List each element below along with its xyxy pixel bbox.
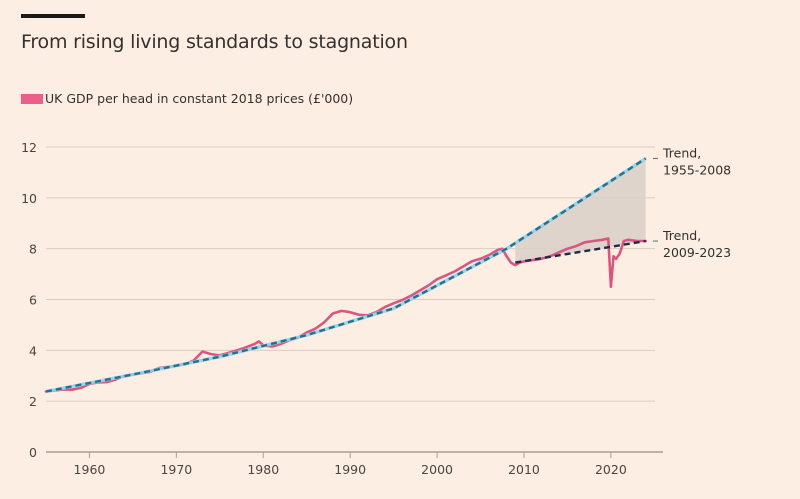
legend-swatch-gdp bbox=[21, 93, 43, 104]
y-axis-ticks: 0 2 4 6 8 10 12 bbox=[21, 140, 37, 460]
ft-header-rule bbox=[21, 14, 85, 18]
y-tick-label: 8 bbox=[29, 242, 37, 257]
y-tick-label: 12 bbox=[21, 140, 37, 155]
y-tick-label: 10 bbox=[21, 191, 37, 206]
gridlines bbox=[46, 146, 655, 402]
x-tick-label: 1980 bbox=[247, 462, 279, 477]
annotation-label-line2: 2009-2023 bbox=[663, 245, 731, 260]
series-line-gdp-per-head bbox=[44, 237, 647, 393]
series-line-trend-1955-2008-glow bbox=[45, 156, 647, 394]
chart-title: From rising living standards to stagnati… bbox=[21, 31, 408, 53]
y-tick-label: 6 bbox=[29, 293, 37, 308]
x-tick-label: 2010 bbox=[508, 462, 540, 477]
legend-label-gdp: UK GDP per head in constant 2018 prices … bbox=[45, 91, 354, 106]
legend: UK GDP per head in constant 2018 prices … bbox=[21, 91, 353, 106]
series-line-trend-2009-2023 bbox=[515, 239, 646, 264]
trend-gap-shading bbox=[515, 158, 646, 263]
y-tick-label: 0 bbox=[29, 445, 37, 460]
y-tick-label: 2 bbox=[29, 394, 37, 409]
series-lines bbox=[44, 156, 647, 394]
trend-gap-area bbox=[515, 158, 646, 263]
x-tick-label: 1960 bbox=[74, 462, 106, 477]
x-tick-label: 1970 bbox=[160, 462, 192, 477]
x-tick-label: 1990 bbox=[334, 462, 366, 477]
annotation-label-line1: Trend, bbox=[662, 228, 701, 243]
x-tick-label: 2000 bbox=[421, 462, 453, 477]
annotation-label-line2: 1955-2008 bbox=[663, 162, 731, 177]
x-tick-label: 2020 bbox=[595, 462, 627, 477]
series-line-trend-1955-2008 bbox=[45, 157, 647, 393]
x-axis: 1960 1970 1980 1990 2000 2010 2020 bbox=[46, 451, 663, 477]
annotations: Trend, 1955-2008 Trend, 2009-2023 bbox=[653, 145, 731, 260]
annotation-label-line1: Trend, bbox=[662, 145, 701, 160]
y-tick-label: 4 bbox=[29, 343, 37, 358]
